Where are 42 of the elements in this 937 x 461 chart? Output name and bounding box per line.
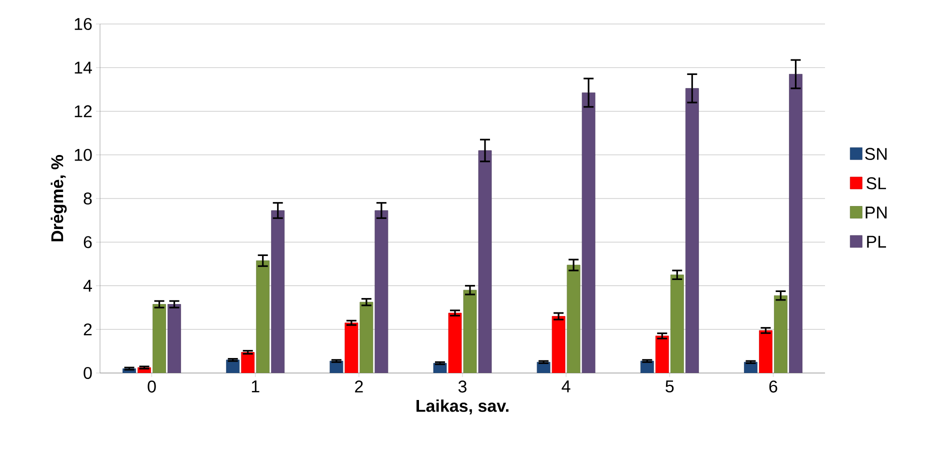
x-tick-label: 0 — [148, 380, 156, 393]
y-tick-label: 2 — [84, 323, 92, 336]
x-tick-label: 6 — [769, 380, 778, 393]
bar — [582, 92, 596, 373]
bar — [670, 274, 684, 373]
bar — [448, 312, 462, 373]
x-tick-label: 2 — [355, 380, 363, 392]
x-tick-label: 3 — [458, 380, 466, 393]
bar — [478, 150, 492, 373]
legend-label: SL — [866, 177, 886, 190]
bar — [552, 316, 566, 373]
legend-label: PN — [866, 206, 887, 218]
bar — [463, 290, 477, 373]
bar — [685, 88, 699, 373]
y-tick-label: 16 — [74, 18, 92, 30]
y-axis-title: Drėgmė, % — [50, 155, 67, 242]
bar — [256, 260, 270, 373]
bar — [759, 330, 772, 373]
legend-label: SN — [865, 148, 887, 160]
x-tick-label: 5 — [666, 380, 674, 392]
bar — [168, 304, 181, 373]
y-tick-label: 10 — [74, 148, 92, 161]
bar — [789, 74, 802, 373]
y-tick-label: 0 — [84, 366, 92, 380]
bar — [241, 352, 255, 373]
bar — [344, 322, 358, 373]
bar — [360, 302, 374, 373]
bar — [655, 336, 669, 373]
bar — [774, 295, 788, 373]
legend-label: PL — [867, 236, 886, 248]
bar — [271, 210, 285, 373]
y-tick-label: 4 — [83, 280, 92, 292]
bar — [566, 264, 580, 373]
x-tick-label: 1 — [252, 380, 260, 392]
x-axis-title: Laikas, sav. — [416, 399, 508, 414]
y-tick-label: 8 — [84, 192, 92, 205]
bar — [374, 210, 388, 373]
y-tick-label: 6 — [84, 236, 92, 248]
y-tick-label: 12 — [74, 105, 92, 118]
x-tick-label: 4 — [562, 380, 570, 392]
bar — [152, 304, 166, 373]
y-tick-label: 14 — [74, 62, 92, 74]
